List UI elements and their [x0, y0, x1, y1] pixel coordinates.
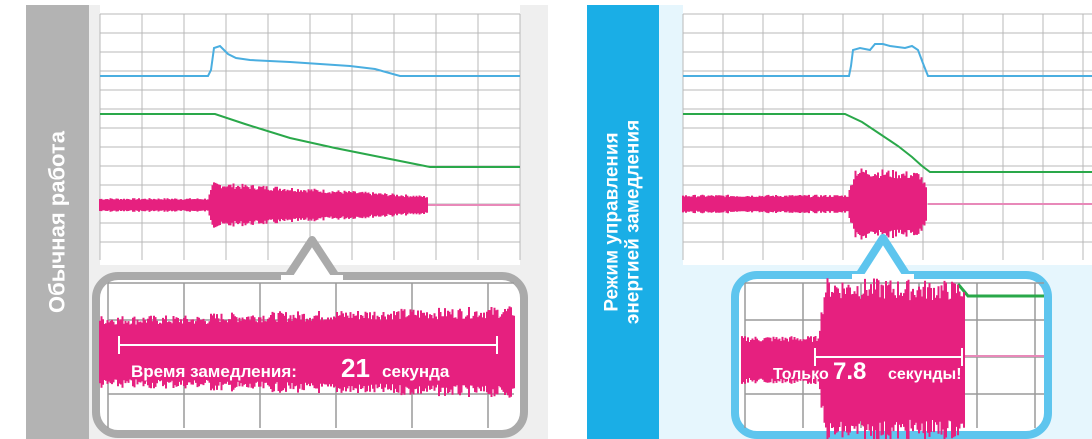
left-scope-grid [99, 13, 521, 260]
waveform-strokes [99, 182, 428, 228]
right-waveform [682, 168, 927, 240]
left-waveform [99, 182, 428, 228]
right-caption-suffix: секунды! [888, 366, 962, 383]
left-current-trace [100, 44, 520, 77]
waveform-strokes [682, 168, 927, 240]
right-scope-panel: Только 7.8 секунды! [659, 5, 1092, 439]
left-zoom-callout: Время замедления: 21 секунда [92, 236, 528, 438]
waveform-strokes [99, 306, 515, 398]
left-caption-prefix: Время замедления: [131, 362, 297, 381]
left-caption-value: 21 [341, 353, 370, 383]
right-current-trace [683, 43, 1092, 77]
left-callout-pointer-mask [281, 275, 343, 289]
left-speed-trace [100, 113, 520, 168]
right-zoom-callout: Только 7.8 секунды! [731, 234, 1052, 439]
left-caption-suffix: секунда [382, 362, 450, 381]
right-speed-trace [683, 113, 1092, 173]
left-mode-label: Обычная работа [26, 5, 89, 439]
left-duration-bracket [118, 336, 498, 354]
right-duration-caption: Только 7.8 секунды! [773, 358, 962, 385]
right-callout-speed-trace [956, 283, 1044, 298]
left-duration-caption: Время замедления: 21 секунда [131, 353, 450, 383]
right-caption-prefix: Только [773, 366, 829, 383]
right-duration-bracket [814, 348, 963, 366]
right-caption-value: 7.8 [833, 358, 866, 385]
left-callout-waveform [99, 306, 515, 398]
right-mode-label: Режим управления энергией замедления [587, 5, 659, 439]
left-scope-panel: Время замедления: 21 секунда [89, 5, 548, 439]
